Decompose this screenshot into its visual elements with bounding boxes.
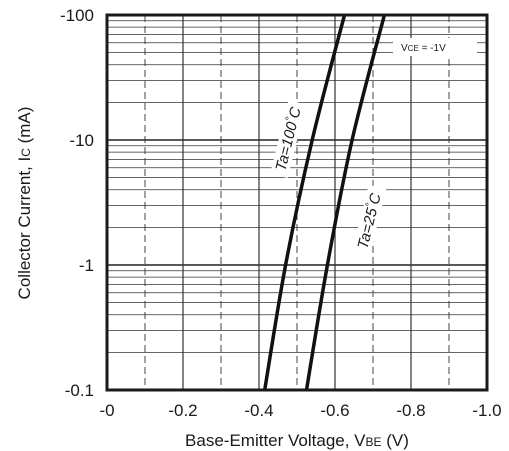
x-tick-label: -0.2	[168, 401, 197, 420]
x-tick-labels: -0 -0.2 -0.4 -0.6 -0.8 -1.0	[99, 401, 501, 420]
series-label-100c-bg	[270, 99, 307, 179]
y-tick-label: -1	[79, 256, 94, 275]
series-label-25c: Ta=25°C	[354, 191, 385, 251]
y-tick-label: -10	[69, 131, 94, 150]
x-tick-label: -0	[99, 401, 114, 420]
grid	[107, 15, 487, 390]
y-axis-title: Collector Current, IC (mA)	[15, 107, 34, 300]
series-label-100c: Ta=100°C	[272, 105, 305, 173]
series-line-25c	[304, 14, 387, 391]
series-label-25c-bg	[351, 184, 387, 258]
x-tick-label: -0.8	[396, 401, 425, 420]
plot-frame	[105, 13, 489, 392]
x-axis-title: Base-Emitter Voltage, VBE (V)	[185, 431, 409, 450]
x-tick-label: -1.0	[472, 401, 501, 420]
x-tick-label: -0.4	[244, 401, 273, 420]
condition-box	[393, 38, 477, 56]
y-tick-label: -100	[60, 6, 94, 25]
y-tick-labels: -100 -10 -1 -0.1	[60, 6, 94, 400]
condition-label: VCE = -1V	[401, 43, 446, 54]
series-line-100c	[262, 14, 347, 391]
y-tick-label: -0.1	[65, 381, 94, 400]
curves	[262, 14, 387, 391]
x-tick-label: -0.6	[320, 401, 349, 420]
